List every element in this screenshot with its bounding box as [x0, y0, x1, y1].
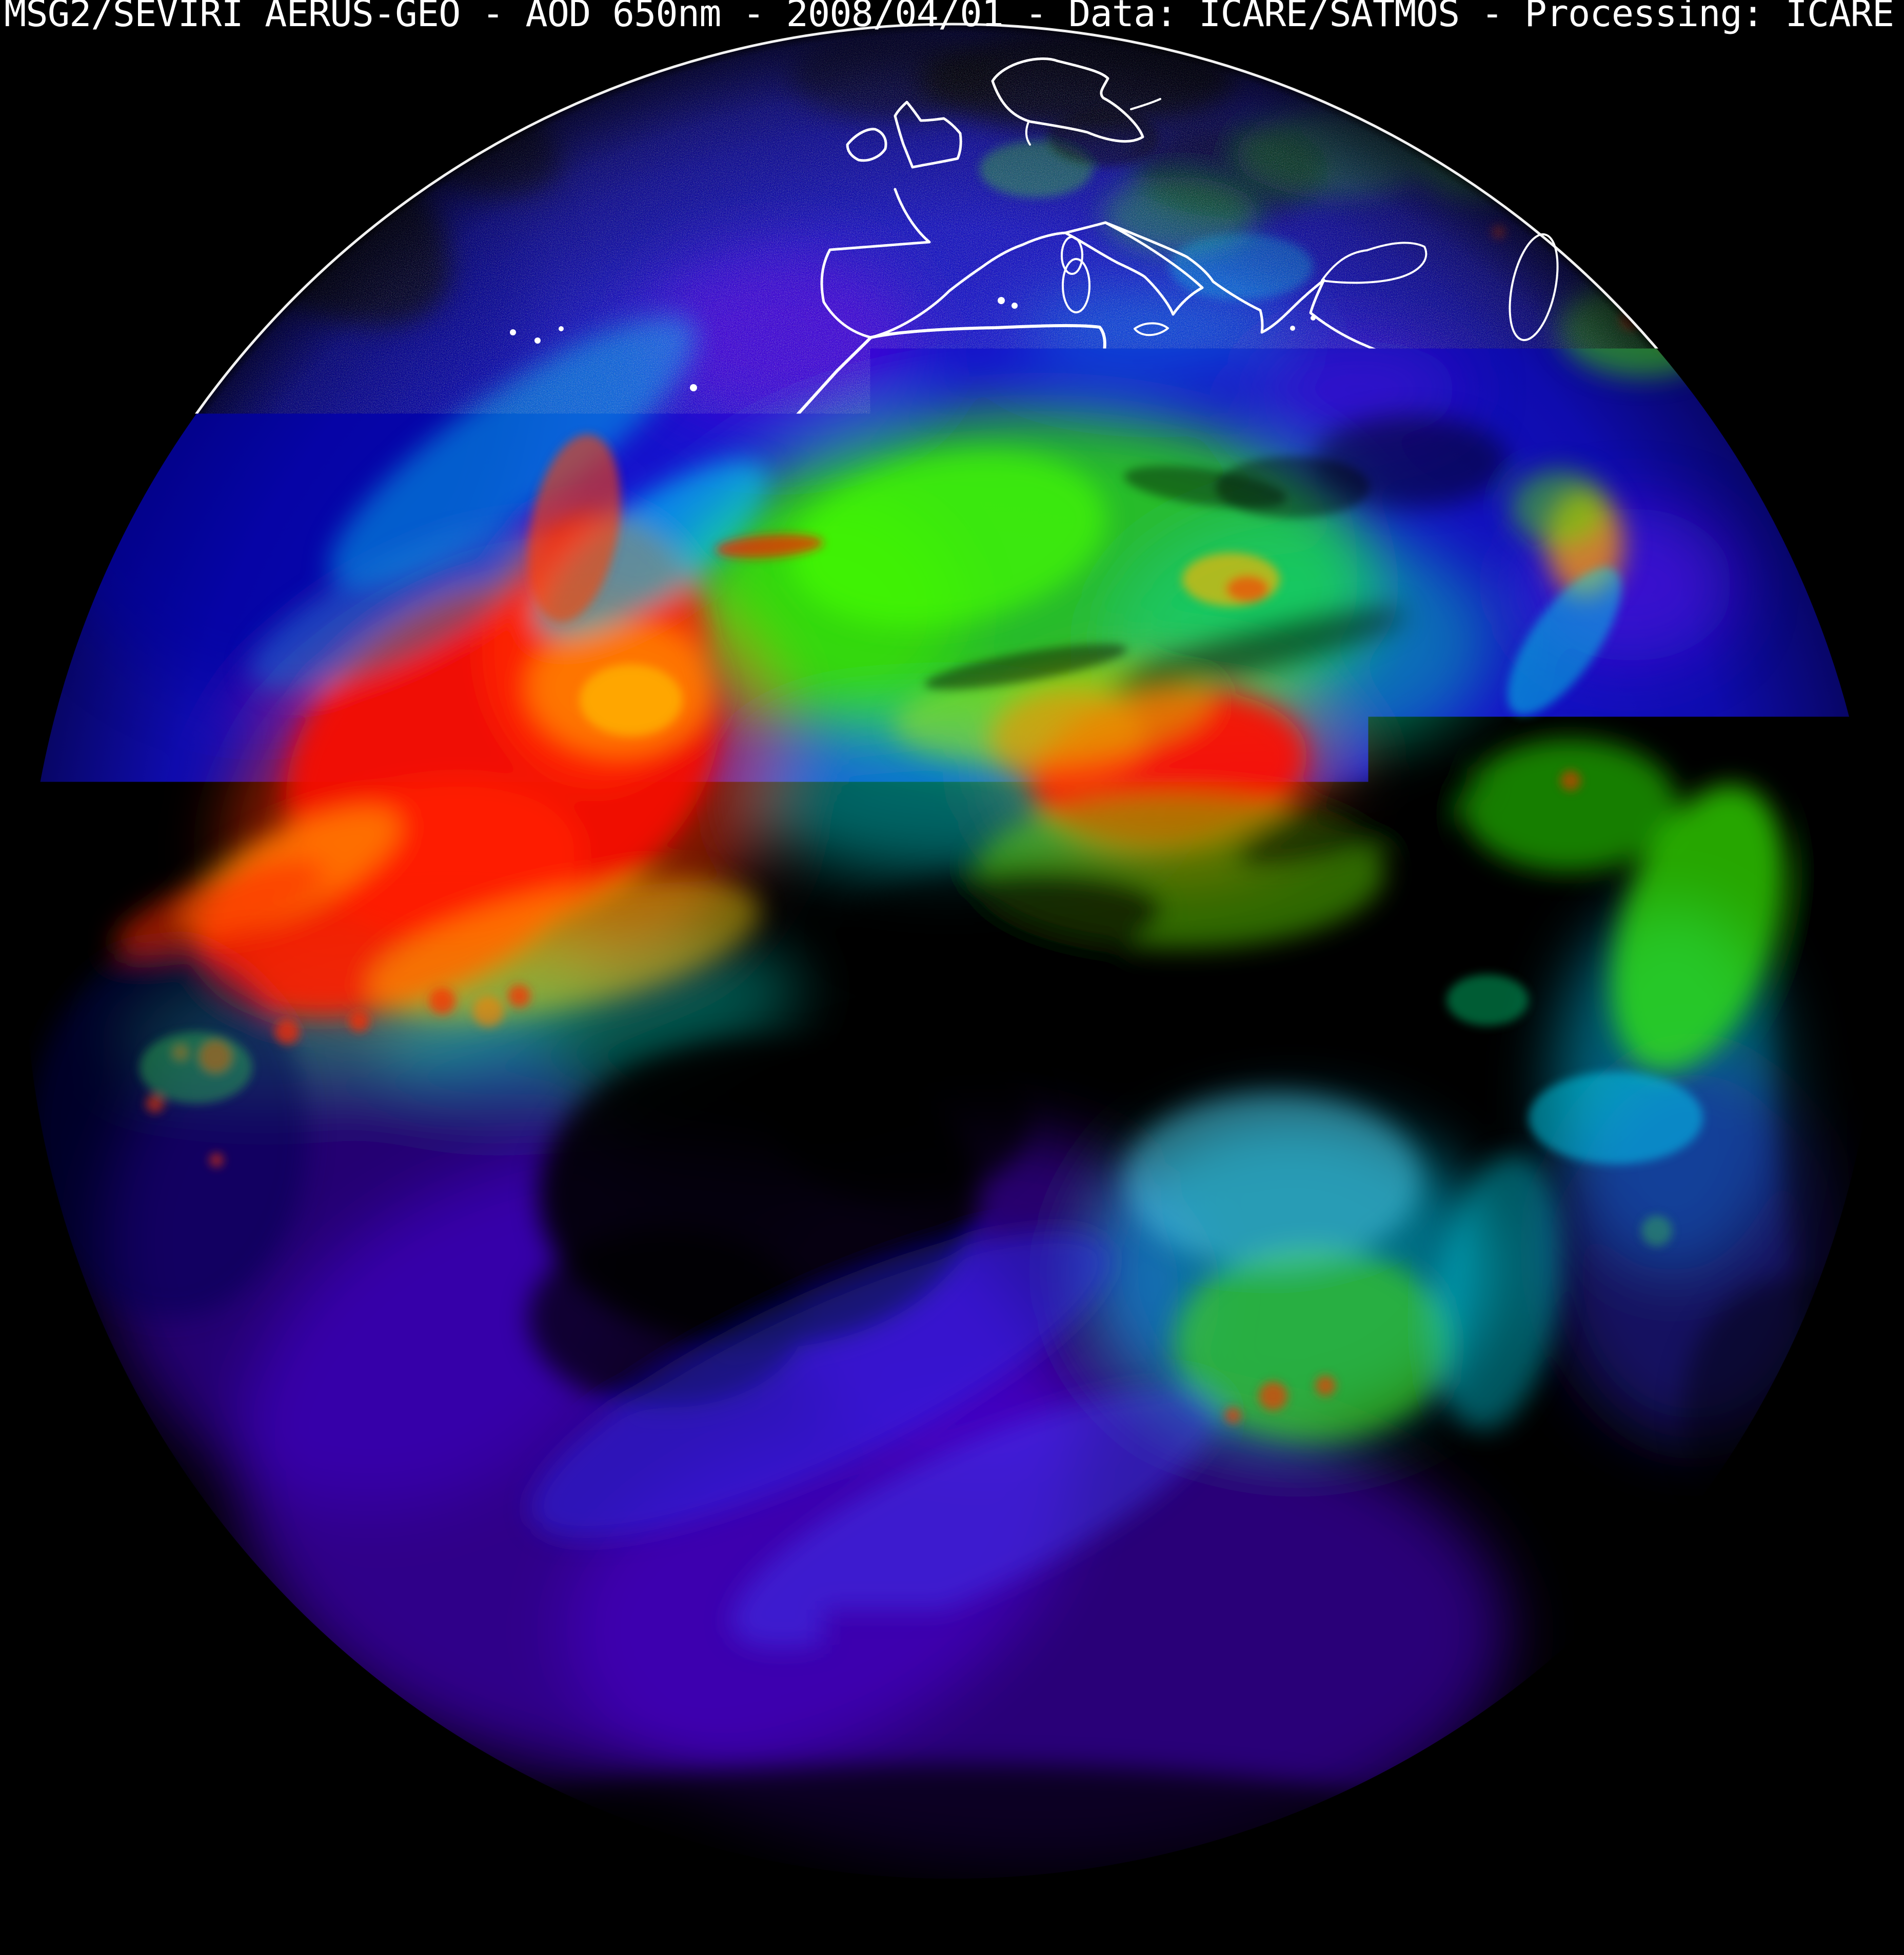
colorbar-tick-label: 0.5 — [945, 1920, 1017, 1948]
colorbar-panel: NA 0.0 0.1 0.2 0.3 0.4 0.5 0.6 0.7 0.8 0… — [33, 1886, 1893, 1951]
colorbar-na-swatch — [84, 1886, 92, 1913]
colorbar-tick-label: 0.8 — [1478, 1920, 1550, 1948]
colorbar-gradient — [92, 1886, 1869, 1911]
colorbar-tick-label: 0.1 — [235, 1920, 307, 1948]
aod-field — [0, 0, 1904, 1955]
limb-shading — [25, 24, 1879, 1879]
colorbar-tick-label: 0.4 — [768, 1920, 840, 1948]
colorbar-na-label: NA — [39, 1887, 73, 1915]
colorbar-tick-label: 1.0 — [1833, 1920, 1904, 1948]
colorbar-tick-label: 0.6 — [1123, 1920, 1195, 1948]
colorbar-tick-label: 0.0 — [57, 1920, 129, 1948]
satellite-aod-screenshot: MSG2/SEVIRI AERUS-GEO - AOD 650nm - 2008… — [0, 0, 1904, 1955]
colorbar-tick-label: 0.9 — [1656, 1920, 1728, 1948]
colorbar-tick-label: 0.3 — [590, 1920, 662, 1948]
colorbar-tick-label: 0.7 — [1300, 1920, 1372, 1948]
globe-map — [0, 0, 1904, 1955]
colorbar-tick-label: 0.2 — [412, 1920, 484, 1948]
image-title: MSG2/SEVIRI AERUS-GEO - AOD 650nm - 2008… — [4, 0, 1894, 30]
